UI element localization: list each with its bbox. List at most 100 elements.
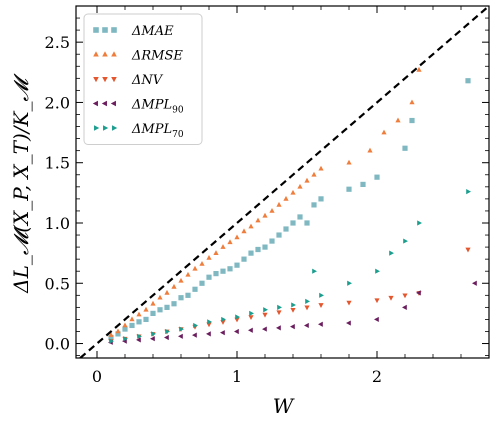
data-point	[248, 223, 254, 229]
data-point	[248, 327, 253, 333]
data-point	[395, 117, 401, 123]
data-point	[269, 207, 275, 213]
data-point	[136, 311, 142, 317]
data-point	[178, 333, 183, 339]
data-point	[347, 280, 352, 286]
legend-entry: ΔMPL70	[94, 122, 184, 140]
data-point	[143, 316, 149, 323]
legend-marker	[93, 27, 99, 33]
data-point	[150, 336, 155, 342]
data-point	[234, 234, 240, 240]
data-point	[150, 310, 156, 316]
data-point	[311, 171, 317, 177]
data-point	[185, 292, 191, 298]
data-point	[465, 78, 471, 84]
x-axis-label: W	[273, 394, 295, 418]
y-tick-label: 2.0	[45, 93, 70, 112]
legend-marker	[94, 125, 100, 131]
data-point	[312, 268, 317, 274]
data-point	[171, 283, 177, 289]
data-point	[108, 332, 114, 337]
data-point	[129, 316, 135, 322]
data-point	[416, 66, 422, 72]
data-point	[262, 212, 268, 218]
data-point	[179, 326, 184, 332]
data-point	[178, 295, 184, 301]
series-ΔMPL90	[108, 280, 477, 345]
data-point	[269, 238, 275, 244]
data-point	[220, 330, 225, 336]
legend-label-main: ΔMPL	[131, 98, 172, 113]
data-point	[165, 328, 170, 335]
data-point	[263, 307, 268, 313]
data-point	[409, 99, 415, 105]
data-point	[248, 315, 254, 321]
data-point	[115, 328, 121, 334]
data-point	[375, 268, 380, 274]
data-point	[193, 322, 198, 329]
data-point	[374, 174, 380, 180]
data-point	[466, 189, 471, 195]
data-point	[472, 280, 477, 286]
y-tick-label: 0.0	[45, 335, 70, 354]
data-point	[220, 268, 226, 274]
legend-entry: ΔMAE	[93, 24, 174, 39]
legend-label-main: ΔNV	[131, 73, 164, 88]
data-point	[185, 271, 191, 277]
data-point	[304, 177, 310, 183]
data-point	[150, 300, 156, 306]
data-point	[241, 256, 247, 262]
data-point	[318, 321, 323, 327]
data-point	[262, 244, 268, 250]
data-point	[199, 260, 205, 266]
data-point	[235, 314, 240, 320]
legend-marker	[102, 27, 108, 33]
y-axis-label: ΔL_𝓜(X_P, X_T)/K_𝓜	[9, 73, 33, 294]
data-point	[255, 217, 261, 223]
legend-marker	[92, 100, 98, 107]
plot-frame	[75, 5, 490, 359]
data-point	[277, 304, 282, 310]
data-point	[297, 214, 303, 220]
data-point	[276, 232, 282, 238]
data-point	[374, 316, 379, 323]
data-point	[109, 338, 114, 344]
data-point	[402, 293, 408, 299]
data-point	[171, 301, 177, 307]
data-point	[276, 325, 281, 331]
series-ΔMPL70	[109, 189, 471, 344]
legend-marker	[93, 77, 99, 83]
data-point	[241, 228, 247, 234]
data-point	[297, 183, 303, 189]
data-point	[192, 286, 198, 292]
legend-label-main: ΔMAE	[131, 24, 174, 39]
data-point	[346, 320, 351, 326]
reference-line	[79, 6, 489, 358]
data-point	[129, 322, 135, 329]
legend-entry: ΔMPL90	[92, 98, 184, 116]
legend-marker	[112, 125, 118, 131]
data-point	[402, 145, 408, 151]
data-point	[283, 226, 289, 232]
plot-area	[79, 6, 489, 358]
legend-label: ΔMAE	[131, 24, 174, 39]
data-point	[164, 289, 170, 295]
data-point	[178, 277, 184, 283]
data-point	[213, 250, 219, 255]
data-point	[206, 331, 211, 337]
data-point	[381, 129, 387, 135]
legend-marker	[110, 100, 116, 107]
legend-marker	[101, 100, 107, 107]
data-point	[388, 295, 394, 301]
legend-marker	[93, 51, 99, 57]
legend-box	[83, 13, 203, 145]
data-point	[136, 319, 142, 325]
data-point	[151, 331, 156, 337]
data-point	[311, 202, 317, 208]
data-point	[318, 165, 324, 171]
series-ΔMAE	[108, 78, 471, 341]
data-point	[276, 201, 282, 207]
data-point	[234, 328, 239, 335]
